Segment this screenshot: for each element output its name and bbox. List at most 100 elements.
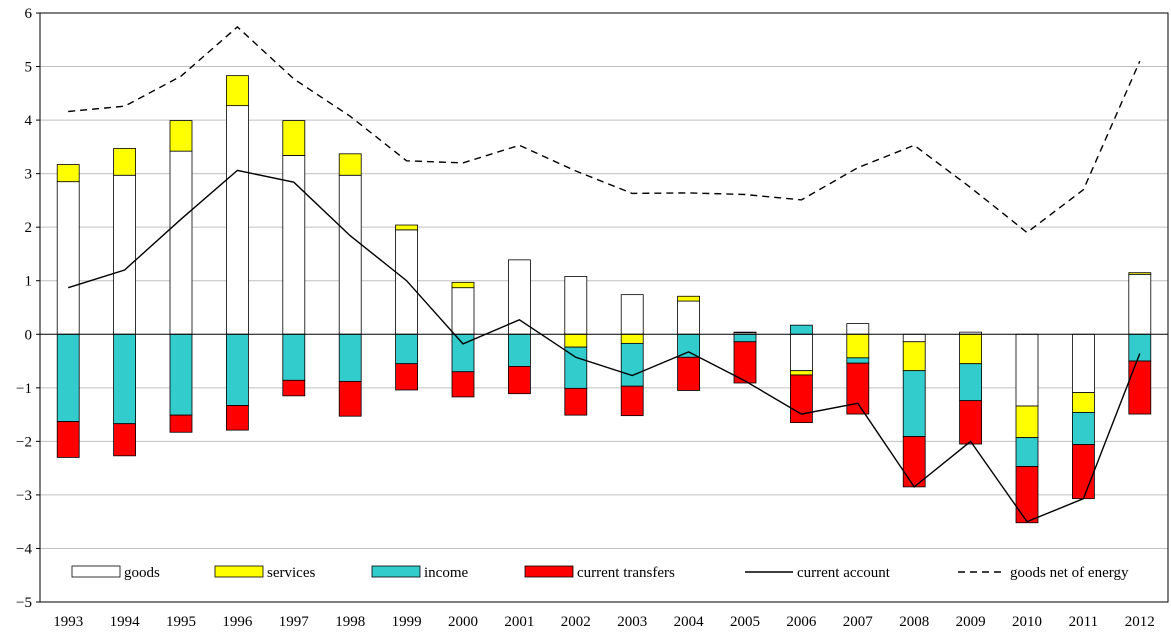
bar-current-transfers [113, 423, 136, 457]
bar-services [902, 341, 926, 372]
bar-services [959, 333, 982, 365]
bar-current-transfers [282, 379, 306, 397]
bar-current-transfers [56, 421, 80, 458]
bar-services [338, 153, 362, 176]
bar-goods [1128, 273, 1152, 335]
bar-current-transfers [620, 385, 644, 417]
legend-swatch-services [214, 565, 264, 578]
bar-services [733, 331, 757, 334]
bar-current-transfers [1128, 360, 1152, 415]
bar-services [1072, 392, 1095, 413]
bar-current-transfers [1072, 444, 1095, 500]
bar-current-transfers [225, 405, 249, 431]
bar-goods [56, 181, 80, 335]
legend-label-services: services [267, 565, 315, 581]
bar-income [902, 370, 926, 437]
bar-services [1015, 405, 1039, 439]
line-current-account [67, 169, 1141, 523]
bar-income [169, 333, 193, 416]
bar-services [113, 148, 136, 176]
bar-income [959, 363, 982, 402]
y-tick-label: 3 [25, 167, 33, 183]
bar-current-transfers [507, 365, 531, 395]
bar-income [395, 333, 419, 365]
line-goods-net-of-energy [68, 25, 1141, 234]
bar-current-transfers [677, 356, 700, 391]
bar-services [790, 370, 813, 376]
bar-goods [677, 300, 700, 335]
bar-services [564, 333, 588, 348]
bar-goods [564, 276, 588, 335]
x-tick-label: 2007 [843, 614, 874, 630]
bar-goods [395, 229, 419, 335]
bar-services [451, 281, 475, 289]
bar-current-transfers [564, 387, 588, 416]
legend-label-current-transfers: current transfers [577, 565, 675, 581]
bar-current-transfers [733, 341, 757, 384]
bar-goods [169, 150, 193, 335]
bar-current-transfers [451, 371, 475, 398]
bar-current-transfers [169, 414, 193, 433]
x-tick-label: 2000 [448, 614, 478, 630]
legend-swatch-income [371, 565, 421, 578]
x-tick-label: 1997 [279, 614, 310, 630]
bar-services [620, 333, 644, 344]
x-tick-label: 2010 [1012, 614, 1042, 630]
bar-services [677, 295, 700, 302]
bar-income [1015, 437, 1039, 467]
bar-services [395, 224, 419, 231]
bar-income [113, 333, 136, 425]
bar-current-transfers [338, 380, 362, 417]
bar-current-transfers [790, 374, 813, 424]
bar-goods [902, 333, 926, 343]
bar-income [1128, 333, 1152, 362]
bar-current-transfers [959, 400, 982, 445]
bar-current-transfers [902, 436, 926, 488]
x-tick-label: 1996 [222, 614, 253, 630]
x-tick-label: 2005 [730, 614, 760, 630]
bar-income [507, 333, 531, 367]
bar-income [733, 333, 757, 343]
bar-services [169, 120, 193, 152]
x-tick-label: 2004 [674, 614, 705, 630]
bar-current-transfers [1015, 466, 1039, 524]
bar-income [620, 342, 644, 387]
x-tick-label: 1993 [53, 614, 83, 630]
bar-goods [225, 105, 249, 335]
y-tick-label: 5 [25, 60, 33, 76]
x-tick-label: 2002 [561, 614, 591, 630]
bar-income [846, 357, 870, 364]
y-tick-label: 6 [25, 6, 33, 22]
bar-income [790, 324, 813, 335]
y-tick-label: 2 [25, 220, 33, 236]
bar-goods [338, 174, 362, 335]
bar-goods [451, 287, 475, 335]
legend-label-income: income [424, 565, 468, 581]
bar-services [846, 333, 870, 359]
plot-frame [39, 12, 1169, 603]
y-tick-label: −4 [16, 541, 32, 557]
y-tick-label: 4 [25, 113, 33, 129]
bar-income [338, 333, 362, 382]
x-tick-label: 2001 [504, 614, 534, 630]
x-tick-label: 2012 [1125, 614, 1155, 630]
legend-swatch-current-transfers [524, 565, 574, 578]
x-tick-label: 1999 [392, 614, 422, 630]
bar-goods [113, 174, 136, 335]
bar-services [1128, 272, 1152, 275]
bar-current-transfers [846, 362, 870, 415]
y-tick-label: −5 [16, 595, 32, 611]
legend-swatch-goods [71, 565, 121, 578]
x-tick-label: 2011 [1069, 614, 1098, 630]
bar-services [282, 120, 306, 156]
y-tick-label: −2 [16, 434, 32, 450]
y-tick-label: 1 [25, 274, 33, 290]
x-tick-label: 1998 [335, 614, 365, 630]
bar-income [225, 333, 249, 406]
bar-current-transfers [395, 363, 419, 391]
x-tick-label: 2006 [786, 614, 817, 630]
bar-services [225, 75, 249, 107]
bar-income [677, 333, 700, 358]
